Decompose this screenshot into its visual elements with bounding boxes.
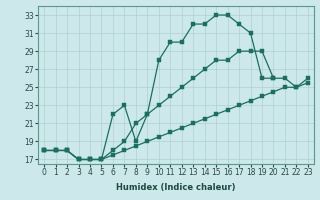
- X-axis label: Humidex (Indice chaleur): Humidex (Indice chaleur): [116, 183, 236, 192]
